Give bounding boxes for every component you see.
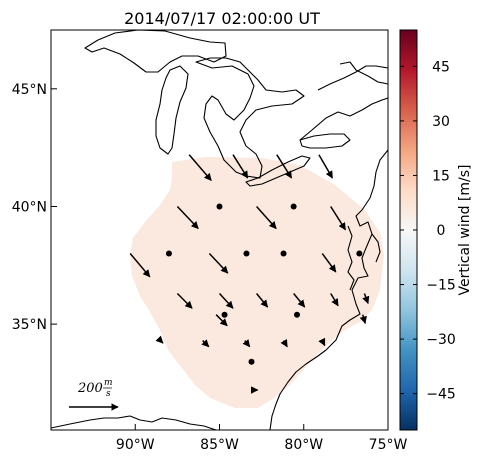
wind-vector [362, 293, 370, 305]
wind-vector [215, 314, 228, 327]
calm-point [294, 311, 301, 318]
colorbar-tick-label: 30 [432, 114, 450, 130]
lake-erie [245, 155, 311, 187]
colorbar-tick-label: 0 [437, 223, 446, 239]
x-tick-label: 75°W [369, 437, 408, 453]
gulf-coast [51, 415, 217, 430]
wind-vector [129, 253, 151, 278]
wind-vector [280, 338, 288, 348]
reference-vector-unit-bottom: s [106, 389, 111, 399]
lake-ontario [299, 133, 351, 149]
y-tick-label: 35°N [12, 317, 47, 333]
delaware-bay [371, 233, 381, 263]
wind-vector [318, 154, 334, 179]
reference-vector-unit-top: m [104, 378, 113, 388]
map-panel: 200 m s [50, 29, 389, 431]
wind-vector [208, 253, 229, 274]
wind-vector [321, 253, 337, 273]
north-shore [317, 65, 388, 91]
x-tick-label: 90°W [116, 437, 155, 453]
y-tick-label: 40°N [12, 199, 47, 215]
reference-vector-value: 200 [77, 381, 103, 396]
wind-vector [232, 154, 249, 179]
y-axis-ticks: 45°N 40°N 35°N [12, 82, 57, 333]
wind-vector [255, 293, 269, 308]
lake-michigan [155, 65, 189, 155]
chesapeake-bay [347, 225, 355, 291]
wind-vector [318, 337, 326, 347]
calm-point [356, 250, 363, 257]
wind-vector [330, 206, 347, 231]
wind-vector [256, 205, 277, 230]
calm-point [290, 203, 297, 210]
wind-vectors [129, 154, 370, 394]
colorbar-label: Vertical wind [m/s] [457, 165, 473, 296]
colorbar-tick-label: −15 [426, 278, 456, 294]
colorbar: 45 30 15 0 −15 −30 −45 Vertical wind [m/s] [399, 29, 473, 431]
colorbar-tick-label: 45 [432, 59, 450, 75]
map-title: 2014/07/17 02:00:00 UT [124, 9, 320, 28]
wind-vector [201, 339, 210, 348]
colorbar-tick-label: −30 [426, 332, 456, 348]
x-tick-label: 80°W [284, 437, 323, 453]
wind-vector [176, 292, 193, 309]
wind-vector [155, 335, 164, 344]
lake-huron [195, 57, 305, 179]
wind-vector [330, 293, 339, 307]
colorbar-tick-label: −45 [426, 387, 456, 403]
colorbar-tick-label: 15 [432, 168, 450, 184]
coastlines [51, 30, 388, 430]
wind-vector [359, 314, 367, 325]
wind-vector [293, 293, 306, 308]
reference-vector: 200 m s [69, 378, 119, 411]
calm-point [165, 250, 172, 257]
wind-vector [276, 154, 293, 179]
calm-point [216, 203, 223, 210]
colorbar-ticks: 45 30 15 0 −15 −30 −45 [400, 59, 456, 403]
wind-vector [218, 293, 234, 309]
wind-vector [188, 154, 212, 182]
calm-point [248, 358, 255, 365]
wind-vector [176, 205, 199, 230]
maritime-coast [339, 61, 388, 85]
st-lawrence [299, 97, 388, 141]
calm-point [280, 250, 287, 257]
calm-point [221, 311, 228, 318]
x-tick-label: 85°W [200, 437, 239, 453]
wind-vector [242, 339, 251, 348]
y-tick-label: 45°N [12, 82, 47, 98]
x-axis-ticks: 90°W 85°W 80°W 75°W [116, 424, 408, 453]
calm-point [243, 250, 250, 257]
atlantic-coast [269, 149, 388, 430]
